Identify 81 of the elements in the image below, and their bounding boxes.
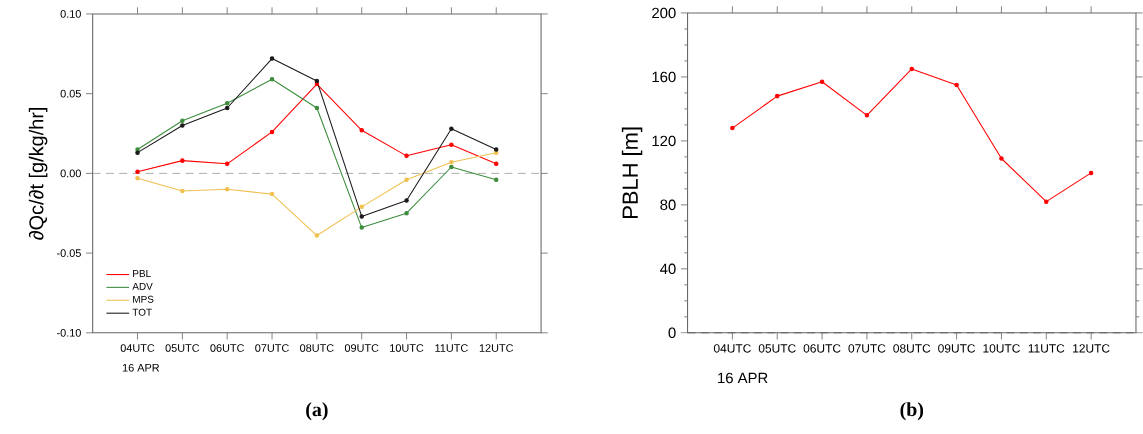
x-tick-label: 12UTC (479, 343, 514, 352)
point (314, 78, 320, 83)
point (359, 204, 364, 209)
point (180, 188, 185, 193)
point (449, 164, 454, 170)
legend-label: MPS (133, 295, 154, 303)
x-tick-label: 06UTC (803, 343, 841, 353)
point (449, 142, 454, 147)
point (180, 118, 185, 123)
point (493, 161, 499, 166)
point (135, 175, 140, 181)
point (224, 105, 230, 111)
point (359, 127, 364, 133)
point (449, 126, 454, 131)
x-tick-label: 10UTC (390, 343, 424, 352)
x-tick-label: 08UTC (300, 343, 334, 352)
point (269, 129, 275, 134)
x-tick-label: 04UTC (713, 343, 751, 353)
x-tick-label: 12UTC (1073, 343, 1110, 353)
x-tick-label: 10UTC (983, 343, 1020, 353)
point (359, 213, 364, 219)
text: 16 APR (718, 372, 768, 383)
x-tick-label: 05UTC (165, 343, 200, 352)
y-tick-label: -0.05 (56, 249, 81, 257)
y-axis-title: PBLH [m] (621, 127, 643, 218)
x-tick-label: 07UTC (848, 343, 886, 353)
point (404, 198, 409, 203)
point (909, 66, 915, 71)
x-tick-label: 05UTC (758, 343, 796, 353)
y-tick-label: 0.00 (60, 169, 81, 178)
x-tick-label: 04UTC (120, 343, 155, 352)
point (954, 82, 959, 87)
x-tick-label: 09UTC (344, 343, 379, 352)
y-tick-label: 40 (660, 263, 676, 274)
point (493, 146, 499, 152)
point (224, 186, 230, 192)
point (404, 210, 409, 216)
x-tick-label: 07UTC (255, 343, 289, 352)
point (314, 105, 320, 111)
text: (a) (306, 401, 328, 421)
y-tick-label: -0.10 (56, 328, 81, 337)
text: (b) (900, 401, 924, 421)
y-tick-label: 0.10 (60, 9, 81, 18)
y-tick-label: 0 (668, 327, 676, 338)
point (180, 123, 185, 128)
y-tick-label: 200 (652, 7, 676, 19)
point (224, 100, 230, 106)
x-tick-label: 09UTC (938, 343, 976, 353)
point (864, 112, 870, 118)
legend-label: TOT (132, 308, 152, 316)
point (359, 225, 364, 230)
point (404, 153, 409, 158)
point (404, 177, 409, 182)
y-axis-title: ∂Qc/∂t [g/kg/hr] (28, 107, 48, 240)
point (314, 233, 320, 238)
point (493, 177, 499, 182)
point (449, 159, 454, 165)
y-tick-label: 160 (652, 71, 676, 82)
point (730, 125, 735, 131)
y-tick-label: 0.05 (60, 89, 81, 98)
x-tick-label: 08UTC (893, 343, 931, 353)
point (224, 161, 230, 166)
point (135, 146, 140, 152)
legend-label: PBL (133, 269, 151, 277)
x-tick-label: 11UTC (435, 343, 468, 352)
point (819, 79, 825, 84)
point (1044, 199, 1049, 204)
legend-label: ADV (132, 282, 153, 290)
point (774, 93, 780, 99)
point (269, 191, 275, 197)
text: 16 APR (122, 363, 160, 372)
point (269, 76, 275, 82)
point (1088, 170, 1094, 175)
point (135, 169, 140, 174)
point (269, 56, 275, 61)
point (999, 156, 1004, 161)
x-tick-label: 06UTC (210, 343, 245, 352)
point (180, 158, 185, 163)
x-tick-label: 11UTC (1028, 343, 1065, 353)
y-tick-label: 80 (660, 199, 676, 210)
y-tick-label: 120 (652, 135, 676, 146)
